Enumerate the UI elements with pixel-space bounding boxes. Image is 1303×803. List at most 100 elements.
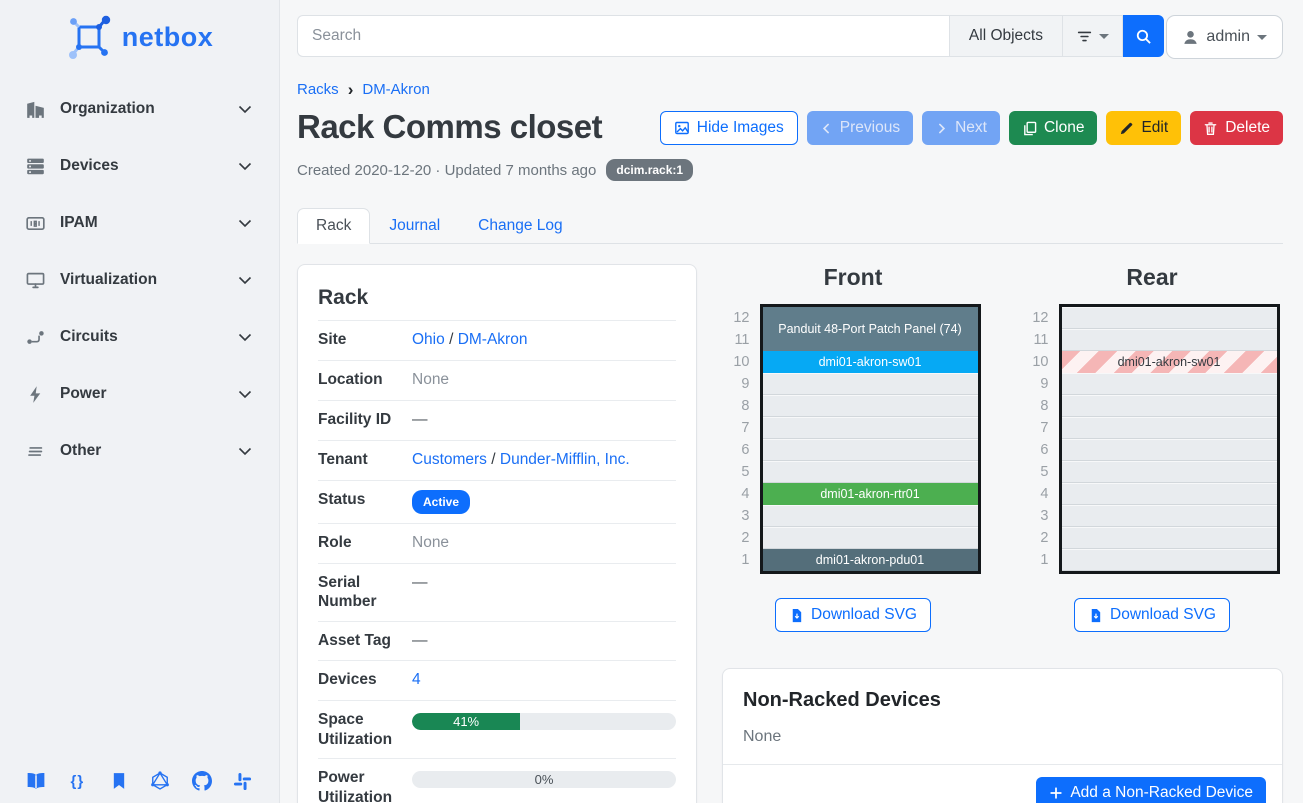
tab-rack[interactable]: Rack — [297, 208, 371, 244]
rack-device[interactable]: dmi01-akron-pdu01 — [762, 549, 978, 571]
empty-rack-unit[interactable] — [1061, 505, 1277, 527]
rest-api-braces-icon[interactable]: {} — [70, 772, 85, 790]
rack-device[interactable]: dmi01-akron-sw01 — [762, 351, 978, 373]
empty-rack-unit[interactable] — [762, 527, 978, 549]
asset-tag-row: Asset Tag — — [318, 620, 676, 661]
api-docs-bookmark-icon[interactable] — [109, 771, 129, 791]
netbox-logo[interactable]: netbox — [0, 0, 279, 70]
organization-building-icon — [27, 101, 44, 118]
unit-number: 8 — [1040, 398, 1049, 414]
unit-number: 12 — [1032, 310, 1049, 326]
front-download-svg-button[interactable]: Download SVG — [775, 598, 931, 632]
sidebar-item-organization[interactable]: Organization — [8, 88, 271, 130]
empty-rack-unit[interactable] — [762, 461, 978, 483]
rack-device[interactable]: dmi01-akron-sw01 — [1061, 351, 1277, 373]
tab-change-log[interactable]: Change Log — [478, 217, 563, 234]
site-link[interactable]: DM-Akron — [457, 331, 528, 348]
tenant-group-link[interactable]: Customers — [412, 450, 487, 468]
docs-book-icon[interactable] — [26, 771, 46, 791]
github-icon[interactable] — [191, 771, 212, 791]
unit-number: 1 — [741, 552, 750, 568]
chevron-down-icon — [238, 219, 252, 228]
edit-button[interactable]: Edit — [1106, 111, 1182, 145]
empty-rack-unit[interactable] — [1061, 439, 1277, 461]
tenant-label: Tenant — [318, 450, 368, 468]
power-utilization-bar: 0% — [412, 771, 676, 789]
unit-number: 6 — [741, 442, 750, 458]
search-filter-button[interactable] — [1063, 15, 1123, 57]
empty-rack-unit[interactable] — [1061, 527, 1277, 549]
caret-down-icon — [1099, 33, 1109, 39]
chevron-right-icon — [939, 123, 946, 133]
rack-device[interactable]: Panduit 48-Port Patch Panel (74) — [762, 307, 978, 351]
search-submit-button[interactable] — [1123, 15, 1164, 57]
empty-rack-unit[interactable] — [1061, 307, 1277, 329]
download-svg-label: Download SVG — [811, 606, 917, 623]
rack-elevations: Front 12 11 10 9 8 7 6 5 4 3 2 1 Panduit 48-Port Pa… — [722, 264, 1283, 632]
chevron-right-icon: › — [347, 80, 354, 99]
sidebar-item-power[interactable]: Power — [8, 373, 271, 415]
role-label: Role — [318, 533, 352, 551]
delete-button[interactable]: Delete — [1190, 111, 1283, 145]
global-search-group: All Objects — [297, 15, 1164, 57]
unit-number: 8 — [741, 398, 750, 414]
devices-count-link[interactable]: 4 — [412, 671, 421, 689]
breadcrumb-racks-link[interactable]: Racks — [297, 81, 339, 98]
tenant-link[interactable]: Dunder-Mifflin, Inc. — [499, 450, 630, 468]
sidebar-item-ipam[interactable]: IPAM — [8, 202, 271, 244]
rear-download-svg-button[interactable]: Download SVG — [1074, 598, 1230, 632]
clone-button[interactable]: Clone — [1008, 111, 1098, 145]
slack-icon[interactable] — [233, 771, 253, 791]
image-icon — [674, 121, 689, 135]
search-icon — [1136, 29, 1151, 44]
role-value: None — [412, 533, 450, 551]
add-non-racked-device-button[interactable]: Add a Non-Racked Device — [1036, 777, 1266, 803]
empty-rack-unit[interactable] — [762, 373, 978, 395]
search-input[interactable] — [297, 15, 949, 57]
empty-rack-unit[interactable] — [1061, 483, 1277, 505]
user-menu-button[interactable]: admin — [1166, 15, 1283, 59]
sidebar-item-other[interactable]: Other — [8, 430, 271, 472]
sidebar-item-circuits[interactable]: Circuits — [8, 316, 271, 358]
tenant-row: Tenant Customers / Dunder-Mifflin, Inc. — [318, 439, 676, 480]
sidebar-item-devices[interactable]: Devices — [8, 145, 271, 187]
created-updated-text: Created 2020-12-20 · Updated 7 months ag… — [297, 161, 597, 179]
location-row: Location None — [318, 359, 676, 400]
unit-number: 5 — [1040, 464, 1049, 480]
search-scope-button[interactable]: All Objects — [948, 15, 1063, 57]
edit-label: Edit — [1141, 119, 1169, 136]
sidebar-item-virtualization[interactable]: Virtualization — [8, 259, 271, 301]
empty-rack-unit[interactable] — [1061, 461, 1277, 483]
netbox-logo-text: netbox — [121, 21, 214, 52]
sidebar-item-label: Organization — [60, 100, 155, 117]
sidebar-item-label: Circuits — [60, 328, 118, 345]
unit-number: 10 — [733, 354, 750, 370]
rack-device[interactable]: dmi01-akron-rtr01 — [762, 483, 978, 505]
empty-rack-unit[interactable] — [1061, 549, 1277, 571]
site-region-link[interactable]: Ohio — [412, 331, 445, 348]
empty-rack-unit[interactable] — [762, 505, 978, 527]
empty-rack-unit[interactable] — [1061, 395, 1277, 417]
unit-number: 5 — [741, 464, 750, 480]
chevron-left-icon — [822, 123, 829, 133]
unit-number: 11 — [1033, 332, 1049, 348]
plus-icon — [1050, 787, 1063, 799]
breadcrumb-site-link[interactable]: DM-Akron — [362, 81, 430, 98]
empty-rack-unit[interactable] — [762, 395, 978, 417]
rack-card-title: Rack — [318, 286, 369, 309]
empty-rack-unit[interactable] — [1061, 417, 1277, 439]
add-non-racked-device-label: Add a Non-Racked Device — [1070, 784, 1253, 801]
tab-journal[interactable]: Journal — [389, 217, 441, 234]
empty-rack-unit[interactable] — [762, 439, 978, 461]
rear-unit-numbers: 12 11 10 9 8 7 6 5 4 3 2 1 — [1025, 304, 1049, 574]
tabs: Rack Journal Change Log — [297, 208, 1283, 244]
graphql-icon[interactable] — [150, 771, 170, 791]
empty-rack-unit[interactable] — [762, 417, 978, 439]
next-button[interactable]: Next — [922, 111, 1000, 145]
hide-images-button[interactable]: Hide Images — [659, 111, 798, 145]
unit-number: 2 — [741, 530, 750, 546]
facility-id-value: — — [412, 410, 428, 428]
previous-button[interactable]: Previous — [806, 111, 914, 145]
empty-rack-unit[interactable] — [1061, 373, 1277, 395]
empty-rack-unit[interactable] — [1061, 329, 1277, 351]
